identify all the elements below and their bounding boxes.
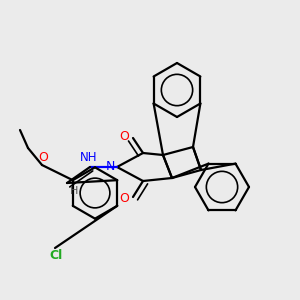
Text: O: O xyxy=(120,192,130,205)
Text: O: O xyxy=(39,151,48,164)
Text: H: H xyxy=(69,186,78,197)
Text: Cl: Cl xyxy=(49,249,62,262)
Text: O: O xyxy=(120,130,130,143)
Text: NH: NH xyxy=(80,151,97,164)
Text: N: N xyxy=(106,160,115,173)
